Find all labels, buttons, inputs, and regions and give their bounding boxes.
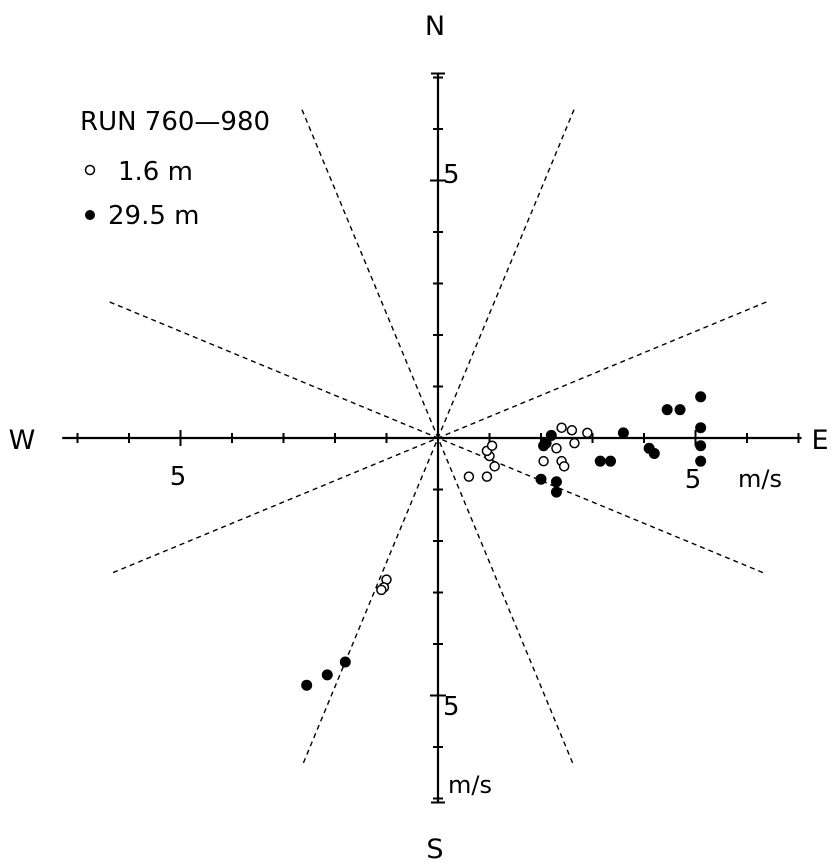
data-point-open: [552, 444, 561, 453]
data-point-open: [490, 462, 499, 471]
data-point-filled: [696, 423, 706, 433]
data-point-open: [567, 426, 576, 435]
data-point-open: [539, 457, 548, 466]
data-point-open: [560, 462, 569, 471]
data-point-open: [570, 439, 579, 448]
data-point-open: [482, 472, 491, 481]
data-point-filled: [546, 430, 556, 440]
compass-south-label: S: [426, 834, 443, 865]
x-unit-label: m/s: [738, 465, 782, 493]
tick-label-east-5: 5: [685, 465, 702, 495]
data-point-filled: [536, 474, 546, 484]
data-point-filled: [302, 680, 312, 690]
data-point-filled: [322, 670, 332, 680]
compass-north-label: N: [425, 11, 445, 42]
data-point-open: [488, 441, 497, 450]
legend-filled-circle-marker: [85, 210, 95, 220]
compass-east-label: E: [811, 425, 828, 456]
data-point-filled: [618, 428, 628, 438]
data-point-filled: [649, 448, 659, 458]
data-point-open: [557, 423, 566, 432]
data-points: [302, 392, 706, 690]
data-point-filled: [539, 441, 549, 451]
data-point-filled: [606, 456, 616, 466]
data-point-filled: [340, 657, 350, 667]
data-point-open: [583, 428, 592, 437]
data-point-filled: [696, 441, 706, 451]
legend-open-circle-marker: [86, 166, 95, 175]
data-point-filled: [551, 477, 561, 487]
data-point-filled: [675, 405, 685, 415]
data-point-filled: [662, 405, 672, 415]
data-point-filled: [551, 487, 561, 497]
legend-label-series-1: 1.6 m: [118, 157, 193, 187]
tick-label-west-5: 5: [170, 462, 187, 492]
data-point-filled: [595, 456, 605, 466]
compass-west-label: W: [9, 425, 36, 456]
data-point-open: [464, 472, 473, 481]
data-point-filled: [696, 392, 706, 402]
legend-label-series-2: 29.5 m: [108, 201, 199, 231]
data-point-filled: [696, 456, 706, 466]
y-unit-label: m/s: [448, 771, 492, 799]
tick-label-north-5: 5: [443, 160, 460, 190]
chart-title: RUN 760—980: [80, 107, 270, 137]
data-point-open: [377, 585, 386, 594]
